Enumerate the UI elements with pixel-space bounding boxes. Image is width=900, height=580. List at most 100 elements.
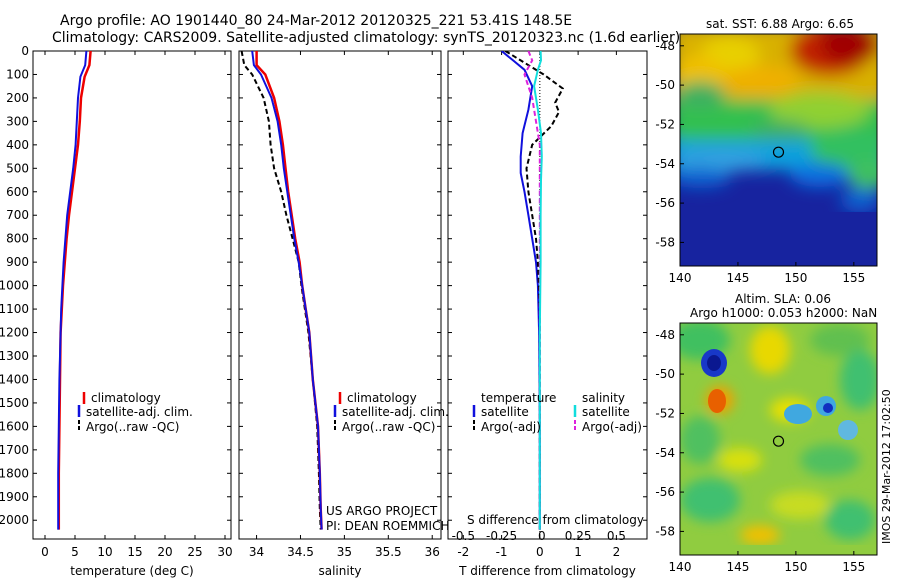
x-tick-label: 20 (157, 545, 172, 559)
s-tick-label: -0.25 (486, 529, 517, 543)
s-tick-label: 0 (538, 529, 546, 543)
x-tick-label: 34 (249, 545, 264, 559)
x-tick-label: -1 (496, 545, 508, 559)
legend-satellite-label: satellite-adj. clim. (342, 405, 449, 419)
x-tick-label: 10 (97, 545, 112, 559)
series-satellite-adj-clim (251, 51, 323, 530)
y-tick-label: 1100 (0, 302, 29, 316)
series-climatology (57, 51, 92, 530)
y-tick-label: 300 (6, 114, 29, 128)
y-tick-label: 2000 (0, 513, 29, 527)
series-temperature-satellite (500, 51, 541, 530)
y-tick-label: 100 (6, 67, 29, 81)
salinity-legend: climatology satellite-adj. clim. Argo(..… (333, 391, 449, 434)
y-tick-label: 500 (6, 161, 29, 175)
y-tick-label: -54 (655, 446, 675, 460)
s-tick-label: -0.5 (452, 529, 475, 543)
x-tick-label: 1 (574, 545, 582, 559)
x-tick-label: 30 (217, 545, 232, 559)
y-tick-label: 1000 (0, 279, 29, 293)
series-argo-raw-qc (240, 51, 322, 530)
y-tick-label: 600 (6, 185, 29, 199)
y-tick-label: 1200 (0, 326, 29, 340)
sla-map-title-2: Argo h1000: 0.053 h2000: NaN (690, 306, 878, 320)
y-tick-label: 1500 (0, 396, 29, 410)
x-tick-label: 145 (726, 271, 749, 285)
x-axis-label: temperature (deg C) (70, 564, 193, 578)
x-tick-label: 150 (784, 271, 807, 285)
axes-frame (447, 50, 648, 540)
y-tick-label: -52 (655, 117, 675, 131)
y-tick-label: -54 (655, 157, 675, 171)
y-tick-label: -56 (655, 485, 675, 499)
x-tick-label: 35 (337, 545, 352, 559)
sst-map-axes: 140 145 150 155 -48 -50 -52 -54 -56 -58 (655, 33, 878, 285)
title-line-1: Argo profile: AO 1901440_80 24-Mar-2012 … (60, 13, 573, 29)
map-frame (679, 33, 878, 267)
series-temperature-argo-adj (504, 51, 565, 530)
title-line-2: Climatology: CARS2009. Satellite-adjuste… (52, 30, 681, 46)
s-tick-label: 0.5 (607, 529, 626, 543)
y-tick-label: -56 (655, 196, 675, 210)
legend-argo-label: Argo(..raw -QC) (342, 420, 435, 434)
x-tick-label: 2 (613, 545, 621, 559)
y-tick-label: -58 (655, 524, 675, 538)
y-tick-label: 200 (6, 91, 29, 105)
y-tick-label: 0 (21, 44, 29, 58)
x-tick-label: 155 (842, 271, 865, 285)
y-tick-label: 1600 (0, 419, 29, 433)
x-tick-label: 145 (726, 560, 749, 574)
imos-watermark: IMOS 29-Mar-2012 17:02:50 (880, 389, 893, 544)
legend-climatology-label: climatology (91, 391, 161, 405)
axes-frame (32, 50, 232, 540)
x-tick-label: 150 (784, 560, 807, 574)
x-tick-label: 15 (127, 545, 142, 559)
temperature-legend: climatology satellite-adj. clim. Argo(..… (77, 391, 193, 434)
y-tick-label: -58 (655, 235, 675, 249)
x-axis-label: T difference from climatology (458, 564, 636, 578)
x-tick-label: -2 (457, 545, 469, 559)
sst-map-image (680, 34, 877, 266)
map-frame (679, 322, 878, 556)
series-climatology (255, 51, 323, 530)
axes-frame (238, 50, 442, 540)
x-axis-label: salinity (318, 564, 361, 578)
y-tick-label: 1400 (0, 372, 29, 386)
x-tick-label: 140 (669, 560, 692, 574)
x-tick-label: 34.5 (287, 545, 314, 559)
argo-location-marker (772, 146, 785, 158)
s-tick-label: 0.25 (565, 529, 592, 543)
legend-temp-satellite-label: satellite (481, 405, 529, 419)
project-name: US ARGO PROJECT (326, 504, 438, 518)
x-tick-label: 36 (425, 545, 440, 559)
y-tick-label: -52 (655, 406, 675, 420)
y-tick-label: -50 (655, 367, 675, 381)
sla-map-image (680, 323, 877, 555)
y-tick-label: 900 (6, 255, 29, 269)
y-tick-label: -48 (655, 39, 675, 53)
legend-sal-argo-label: Argo(-adj) (582, 420, 642, 434)
x-tick-label: 0 (41, 545, 49, 559)
argo-location-marker (772, 435, 785, 447)
sla-map-title-1: Altim. SLA: 0.06 (735, 292, 832, 306)
x-tick-label: 0 (536, 545, 544, 559)
project-pi: PI: DEAN ROEMMICH (326, 519, 449, 533)
s-diff-axis-label: S difference from climatology (467, 513, 644, 527)
series-satellite-adj-clim (57, 51, 88, 530)
sla-map-axes: 140 145 150 155 -48 -50 -52 -54 -56 -58 (655, 322, 878, 574)
y-tick-label: 1800 (0, 466, 29, 480)
y-tick-label: 700 (6, 208, 29, 222)
y-tick-label: 800 (6, 232, 29, 246)
x-tick-label: 140 (669, 271, 692, 285)
x-tick-label: 25 (187, 545, 202, 559)
legend-climatology-label: climatology (347, 391, 417, 405)
salinity-axes: 34 34.5 35 35.5 36 salinity (238, 50, 442, 578)
series-salinity-satellite (533, 51, 543, 530)
y-tick-label: -48 (655, 328, 675, 342)
y-tick-label: 1700 (0, 443, 29, 457)
y-tick-label: 400 (6, 138, 29, 152)
series-salinity-argo-adj (523, 51, 541, 530)
difference-axes: -2 -1 0 1 2 T difference from climatology -0.5… (447, 50, 648, 578)
x-tick-label: 5 (71, 545, 79, 559)
